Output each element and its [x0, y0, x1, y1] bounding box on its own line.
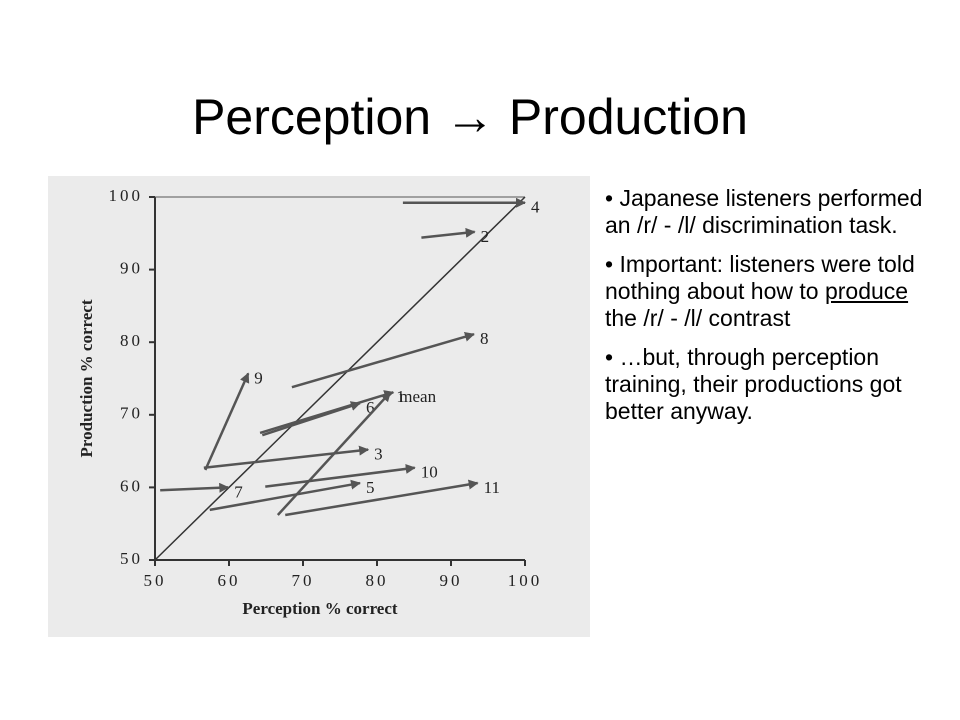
- arrow-label: mean: [399, 387, 436, 406]
- y-axis-title: Production % correct: [77, 299, 96, 457]
- arrow: [204, 372, 250, 471]
- x-tick-label: 70: [292, 571, 315, 590]
- bullet: Japanese listeners performed an /r/ - /l…: [605, 185, 935, 239]
- arrow-label: 9: [254, 368, 262, 387]
- arrow-label: 4: [531, 198, 540, 217]
- y-tick-label: 100: [109, 186, 144, 205]
- bullet-text: …but, through perception training, their…: [605, 344, 902, 424]
- bullet: Important: listeners were told nothing a…: [605, 251, 935, 332]
- arrow: [160, 482, 230, 493]
- arrow-label: 6: [366, 398, 375, 417]
- x-tick-label: 100: [508, 571, 543, 590]
- arrow-label: 8: [480, 329, 489, 348]
- arrow-label: 5: [366, 478, 375, 497]
- arrow-label: 1: [396, 387, 405, 406]
- bullet-list: Japanese listeners performed an /r/ - /l…: [605, 185, 935, 437]
- arrow-label: 3: [374, 445, 383, 464]
- x-tick-label: 90: [440, 571, 463, 590]
- bullet-text: the /r/ - /l/ contrast: [605, 305, 791, 331]
- y-tick-label: 60: [120, 476, 143, 495]
- arrow: [285, 479, 479, 517]
- y-tick-label: 50: [120, 549, 143, 568]
- diagonal-line: [154, 196, 526, 561]
- slide-title: Perception → Production: [192, 89, 748, 145]
- arrow: [265, 463, 416, 488]
- x-tick-label: 50: [144, 571, 167, 590]
- x-tick-label: 80: [366, 571, 389, 590]
- arrow-label: 11: [484, 478, 500, 497]
- bullet-text: Important: listeners were told nothing a…: [605, 251, 915, 304]
- arrow-label: 2: [481, 227, 490, 246]
- y-tick-label: 80: [120, 331, 143, 350]
- y-tick-label: 90: [120, 259, 143, 278]
- arrow: [209, 479, 361, 512]
- bullet-text: produce: [824, 278, 909, 304]
- arrow-label: 10: [421, 463, 438, 482]
- x-axis-title: Perception % correct: [242, 599, 397, 618]
- arrow-label: 7: [234, 482, 243, 501]
- x-tick-label: 60: [218, 571, 241, 590]
- arrow: [291, 331, 475, 389]
- arrow: [203, 445, 370, 470]
- bullet-text: Japanese listeners performed an /r/ - /l…: [605, 185, 923, 238]
- arrow: [421, 227, 476, 239]
- y-tick-label: 70: [120, 404, 143, 423]
- chart: 50 60 70 80 90 100 50 60 70 80 90 100 Perception % c…: [48, 176, 590, 637]
- bullet: …but, through perception training, their…: [605, 344, 935, 425]
- arrow: [259, 390, 395, 435]
